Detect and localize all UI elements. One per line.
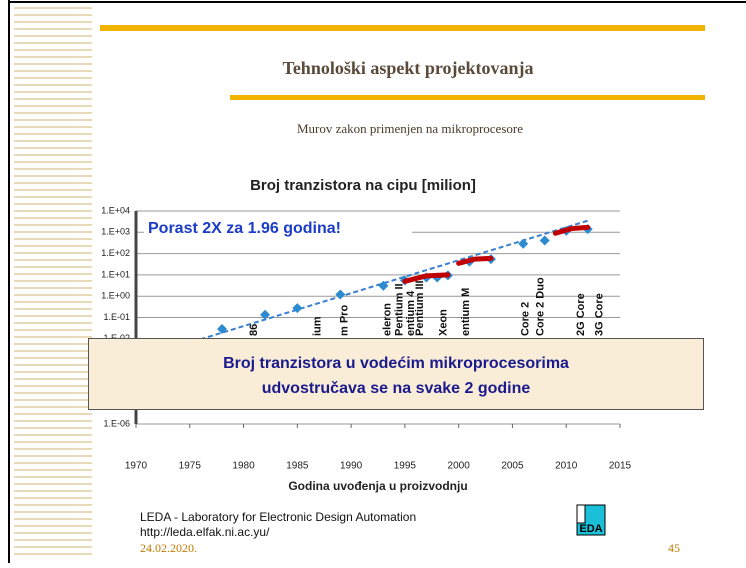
point-label: m Pro: [339, 305, 351, 336]
point-label: Core 2: [519, 302, 531, 336]
footer-line: LEDA - Laboratory for Electronic Design …: [140, 510, 416, 524]
y-tick-label: 1.E+03: [101, 227, 130, 237]
point-label: 2G Core: [575, 293, 587, 336]
point-label: Xeon: [438, 309, 450, 336]
callout-line: udvostručava se na svake 2 godine: [261, 380, 531, 397]
x-tick-label: 2000: [448, 461, 471, 472]
chart-title: Broj tranzistora na cipu [milion]: [250, 177, 476, 194]
point: [539, 235, 550, 246]
y-tick-label: 1.E+02: [101, 248, 130, 258]
y-tick-label: 1.E+04: [101, 205, 130, 215]
point-label: Pentium II: [393, 283, 405, 336]
date: 24.02.2020.: [140, 541, 197, 555]
point: [518, 238, 529, 249]
trend-line: [146, 219, 589, 357]
point-label: entium 4: [405, 290, 417, 336]
highlight: [552, 224, 591, 236]
point-label: 86: [248, 324, 260, 336]
point: [260, 309, 271, 320]
point-label: entium M: [460, 288, 472, 336]
x-tick-label: 2015: [609, 461, 632, 472]
footer-line: http://leda.elfak.ni.ac.yu/: [140, 525, 270, 539]
point: [292, 303, 303, 314]
side-stripes: [14, 7, 92, 555]
x-tick-label: 2005: [501, 461, 524, 472]
annotation-bg: [144, 216, 412, 240]
page-number: 45: [668, 541, 680, 555]
point-label: Core 2 Duo: [534, 277, 546, 336]
x-axis-title: Godina uvođenja u proizvodnju: [288, 479, 467, 493]
x-tick-label: 2010: [555, 461, 578, 472]
callout-line: Broj tranzistora u vodećim mikroprocesor…: [223, 355, 569, 372]
point-label: 3G Core: [593, 293, 605, 336]
x-tick-label: 1995: [394, 461, 417, 472]
x-tick-label: 1970: [125, 461, 148, 472]
x-tick-label: 1985: [286, 461, 309, 472]
band: [100, 25, 705, 31]
callout-box: Broj tranzistora u vodećim mikroprocesor…: [88, 338, 704, 410]
band: [230, 95, 705, 100]
highlight: [402, 272, 451, 284]
highlight: [456, 255, 494, 266]
point-label: Pentium III: [414, 280, 426, 336]
y-tick-label: 1.E-01: [103, 312, 130, 322]
x-tick-label: 1990: [340, 461, 363, 472]
slide-title: Tehnološki aspekt projektovanja: [282, 58, 533, 78]
point-label: eleron: [382, 303, 394, 336]
slide-subtitle: Murov zakon primenjen na mikroprocesore: [297, 121, 523, 136]
point-label: ium: [312, 316, 324, 336]
x-tick-label: 1975: [179, 461, 202, 472]
point: [335, 289, 346, 300]
annotation: Porast 2X za 1.96 godina!: [148, 220, 341, 237]
y-tick-label: 1.E-06: [103, 418, 130, 428]
y-tick-label: 1.E+00: [101, 291, 130, 301]
point: [378, 280, 389, 291]
x-tick-label: 1980: [232, 461, 255, 472]
point: [217, 323, 228, 334]
logo-part: [576, 504, 586, 524]
logo-text: EDA: [579, 523, 602, 535]
y-tick-label: 1.E+01: [101, 269, 130, 279]
